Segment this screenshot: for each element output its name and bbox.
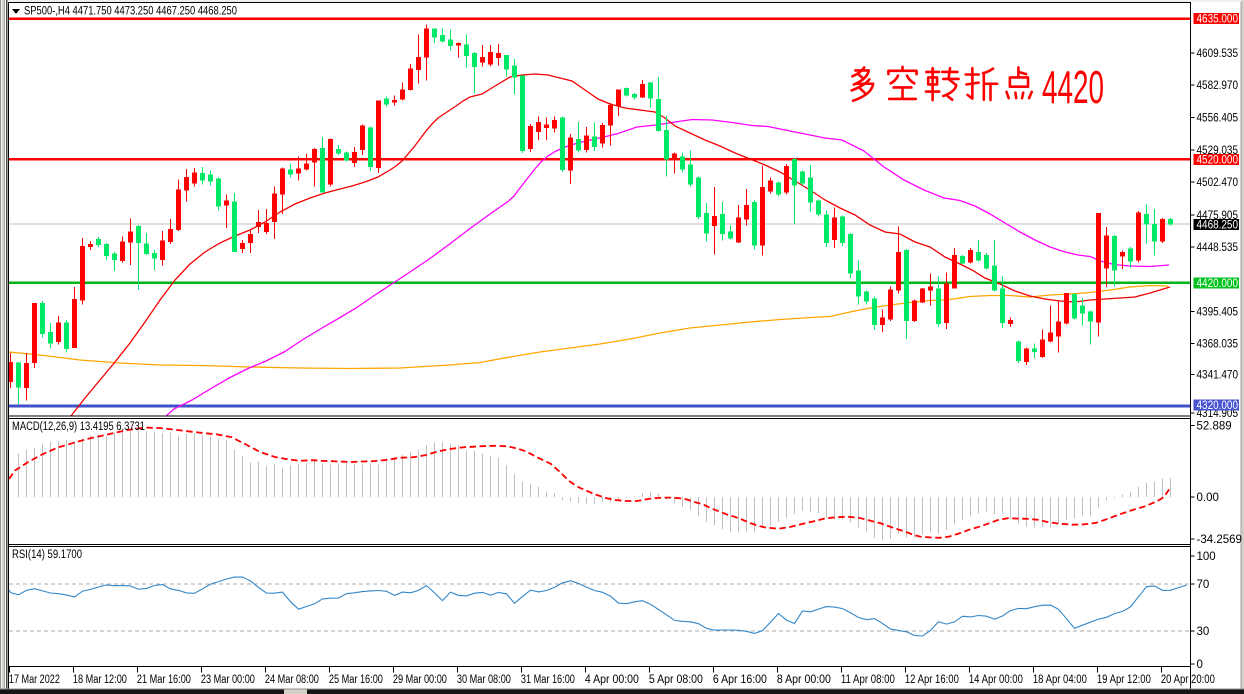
- svg-text:0.00: 0.00: [1197, 492, 1219, 504]
- svg-text:4448.535: 4448.535: [1197, 242, 1239, 254]
- svg-text:4502.470: 4502.470: [1197, 177, 1239, 189]
- svg-text:RSI(14) 59.1700: RSI(14) 59.1700: [12, 549, 82, 561]
- svg-text:-34.2569: -34.2569: [1197, 534, 1242, 546]
- svg-text:4468.250: 4468.250: [1197, 219, 1239, 231]
- svg-text:MACD(12,26,9) 13.4195 6.3731: MACD(12,26,9) 13.4195 6.3731: [12, 421, 145, 433]
- svg-text:30 Mar 08:00: 30 Mar 08:00: [457, 674, 511, 686]
- svg-text:4420: 4420: [1042, 61, 1104, 113]
- svg-text:70: 70: [1197, 579, 1210, 591]
- svg-text:SP500-,H4 4471.750 4473.250 4: SP500-,H4 4471.750 4473.250 4467.250 446…: [24, 6, 237, 18]
- svg-text:4368.035: 4368.035: [1197, 339, 1239, 351]
- svg-text:4341.470: 4341.470: [1197, 370, 1239, 382]
- svg-text:4635.000: 4635.000: [1197, 14, 1239, 26]
- svg-text:4320.000: 4320.000: [1197, 400, 1239, 412]
- svg-text:31 Mar 16:00: 31 Mar 16:00: [521, 674, 575, 686]
- svg-text:20 Apr 20:00: 20 Apr 20:00: [1161, 674, 1215, 686]
- svg-text:23 Mar 00:00: 23 Mar 00:00: [201, 674, 255, 686]
- svg-text:4520.000: 4520.000: [1197, 154, 1239, 166]
- svg-text:6 Apr 16:00: 6 Apr 16:00: [713, 674, 767, 686]
- svg-text:11 Apr 08:00: 11 Apr 08:00: [841, 674, 895, 686]
- svg-text:29 Mar 00:00: 29 Mar 00:00: [393, 674, 447, 686]
- svg-text:8 Apr 00:00: 8 Apr 00:00: [777, 674, 831, 686]
- svg-text:17 Mar 2022: 17 Mar 2022: [9, 674, 60, 686]
- svg-text:12 Apr 16:00: 12 Apr 16:00: [905, 674, 959, 686]
- svg-text:0: 0: [1197, 659, 1203, 671]
- svg-text:14 Apr 00:00: 14 Apr 00:00: [969, 674, 1023, 686]
- svg-text:30: 30: [1197, 626, 1210, 638]
- svg-text:24 Mar 08:00: 24 Mar 08:00: [265, 674, 319, 686]
- svg-text:19 Apr 12:00: 19 Apr 12:00: [1097, 674, 1151, 686]
- svg-text:100: 100: [1197, 551, 1216, 563]
- svg-text:4420.000: 4420.000: [1197, 278, 1239, 290]
- svg-text:4314.905: 4314.905: [1197, 408, 1239, 420]
- svg-text:4609.535: 4609.535: [1197, 48, 1239, 60]
- svg-text:21 Mar 16:00: 21 Mar 16:00: [137, 674, 191, 686]
- svg-text:4582.970: 4582.970: [1197, 80, 1239, 92]
- svg-text:4395.405: 4395.405: [1197, 306, 1239, 318]
- svg-text:52.889: 52.889: [1197, 421, 1232, 433]
- svg-text:18 Apr 04:00: 18 Apr 04:00: [1033, 674, 1087, 686]
- svg-text:18 Mar 12:00: 18 Mar 12:00: [73, 674, 127, 686]
- svg-text:4 Apr 00:00: 4 Apr 00:00: [585, 674, 639, 686]
- svg-text:4556.405: 4556.405: [1197, 113, 1239, 125]
- svg-text:25 Mar 16:00: 25 Mar 16:00: [329, 674, 383, 686]
- svg-text:5 Apr 08:00: 5 Apr 08:00: [649, 674, 703, 686]
